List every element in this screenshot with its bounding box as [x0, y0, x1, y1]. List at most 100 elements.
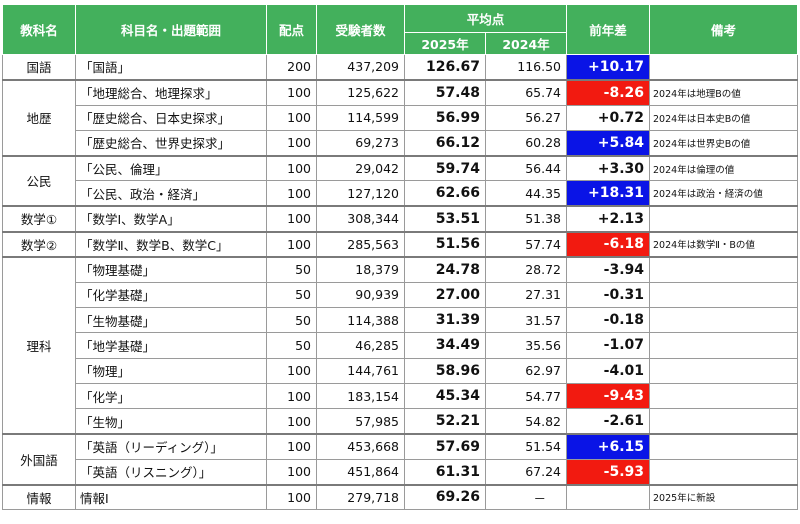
examinees-cell: 57,985	[316, 408, 405, 435]
subject-cell: 「地学基礎」	[75, 332, 267, 359]
average-2025-cell: 56.99	[404, 104, 486, 131]
points-cell: 100	[266, 408, 317, 435]
note-cell	[649, 357, 799, 384]
points-cell: 100	[266, 129, 317, 157]
diff-cell: -3.94	[566, 255, 651, 283]
average-2024-cell: －	[484, 483, 568, 511]
examinees-cell: 308,344	[316, 205, 405, 233]
subject-cell: 「生物基礎」	[75, 306, 267, 334]
examinees-cell: 18,379	[316, 255, 405, 283]
table-row: 「化学基礎」 50 90,939 27.00 27.31 -0.31	[3, 281, 799, 308]
note-cell	[649, 458, 799, 486]
examinees-cell: 29,042	[316, 154, 405, 182]
table-row: 「物理」 100 144,761 58.96 62.97 -4.01	[3, 357, 799, 384]
average-2024-cell: 62.97	[484, 357, 568, 384]
note-cell	[649, 255, 799, 283]
table-row: 「生物」 100 57,985 52.21 54.82 -2.61	[3, 408, 799, 435]
note-cell: 2024年は地理Bの値	[649, 78, 799, 106]
average-2025-cell: 27.00	[404, 281, 486, 308]
header-average: 平均点	[403, 4, 568, 33]
note-cell	[649, 306, 799, 334]
table-header: 教科名 科目名・出題範囲 配点 受験者数 平均点 前年差 備考 2025年 20…	[2, 4, 799, 55]
points-cell: 100	[266, 104, 317, 131]
subject-cell: 「化学」	[75, 382, 267, 410]
diff-cell: +6.15	[566, 432, 651, 460]
subject-cell: 「数学Ⅰ、数学A」	[75, 205, 267, 233]
examinees-cell: 127,120	[316, 180, 405, 207]
diff-cell: -5.93	[566, 458, 651, 486]
average-2025-cell: 66.12	[404, 129, 486, 157]
average-2025-cell: 62.66	[404, 180, 486, 207]
table-row: 「英語（リスニング）」 100 451,864 61.31 67.24 -5.93	[3, 458, 799, 486]
average-2024-cell: 56.44	[484, 154, 568, 182]
subject-cell: 「英語（リスニング）」	[75, 458, 267, 486]
category-cell: 情報	[2, 483, 76, 511]
score-table: 教科名 科目名・出題範囲 配点 受験者数 平均点 前年差 備考 2025年 20…	[2, 4, 799, 511]
table-row: 公民 「公民、倫理」 100 29,042 59.74 56.44 +3.30 2024年は倫…	[2, 154, 799, 207]
diff-cell: +18.31	[566, 180, 651, 207]
header-diff: 前年差	[566, 4, 651, 55]
table-row: 外国語 「英語（リーディング）」 100 453,668 57.69 51.54 +6.15	[2, 432, 799, 486]
average-2025-cell: 61.31	[404, 458, 486, 486]
examinees-cell: 46,285	[316, 332, 405, 359]
examinees-cell: 144,761	[316, 357, 405, 384]
category-cell: 国語	[2, 53, 76, 81]
points-cell: 100	[266, 205, 317, 233]
average-2025-cell: 31.39	[404, 306, 486, 334]
diff-cell: +10.17	[566, 53, 651, 81]
note-cell: 2025年に新設	[649, 483, 799, 511]
category-cell: 外国語	[2, 432, 76, 486]
diff-cell: -8.26	[566, 78, 651, 106]
average-2024-cell: 67.24	[484, 458, 568, 486]
note-cell: 2024年は日本史Bの値	[649, 104, 799, 131]
examinees-cell: 114,388	[316, 306, 405, 334]
average-2024-cell: 51.38	[484, 205, 568, 233]
table-row: 数学② 「数学Ⅱ、数学B、数学C」 100 285,563 51.56 57.74 -6.1…	[2, 230, 799, 258]
table-row: 理科 「物理基礎」 50 18,379 24.78 28.72 -3.94	[2, 255, 799, 435]
note-cell: 2024年は倫理の値	[649, 154, 799, 182]
subject-cell: 「物理」	[75, 357, 267, 384]
subject-cell: 「生物」	[75, 408, 267, 435]
category-cell: 地歴	[2, 78, 76, 157]
points-cell: 100	[266, 230, 317, 258]
table-row: 地歴 「地理総合、地理探求」 100 125,622 57.48 65.74 -8.26 20…	[2, 78, 799, 157]
average-2024-cell: 51.54	[484, 432, 568, 460]
examinees-cell: 437,209	[316, 53, 405, 81]
points-cell: 100	[266, 432, 317, 460]
average-2025-cell: 51.56	[404, 230, 486, 258]
table-row: 「生物基礎」 50 114,388 31.39 31.57 -0.18	[3, 306, 799, 334]
subject-cell: 「歴史総合、世界史探求」	[75, 129, 267, 157]
subject-cell: 「国語」	[75, 53, 267, 81]
note-cell	[649, 432, 799, 460]
average-2024-cell: 28.72	[484, 255, 568, 283]
table-row: 「歴史総合、日本史探求」 100 114,599 56.99 56.27 +0.72 202…	[3, 104, 799, 131]
average-2025-cell: 52.21	[404, 408, 486, 435]
average-2025-cell: 45.34	[404, 382, 486, 410]
points-cell: 100	[266, 483, 317, 511]
subject-cell: 「公民、政治・経済」	[75, 180, 267, 207]
average-2024-cell: 27.31	[484, 281, 568, 308]
examinees-cell: 453,668	[316, 432, 405, 460]
average-2025-cell: 69.26	[404, 483, 486, 511]
subject-cell: 情報Ⅰ	[75, 483, 267, 511]
average-2025-cell: 59.74	[404, 154, 486, 182]
header-note: 備考	[649, 4, 799, 55]
examinees-cell: 183,154	[316, 382, 405, 410]
diff-cell	[566, 483, 651, 511]
category-cell: 数学①	[2, 205, 76, 233]
average-2024-cell: 44.35	[484, 180, 568, 207]
points-cell: 100	[266, 154, 317, 182]
header-category: 教科名	[2, 4, 76, 55]
points-cell: 100	[266, 382, 317, 410]
note-cell	[649, 382, 799, 410]
average-2024-cell: 54.77	[484, 382, 568, 410]
table-row: 情報 情報Ⅰ 100 279,718 69.26 － 2025年に新設	[2, 483, 799, 511]
diff-cell: -2.61	[566, 408, 651, 435]
diff-cell: -0.31	[566, 281, 651, 308]
average-2025-cell: 58.96	[404, 357, 486, 384]
examinees-cell: 125,622	[316, 78, 405, 106]
average-2024-cell: 56.27	[484, 104, 568, 131]
points-cell: 50	[266, 255, 317, 283]
subject-cell: 「物理基礎」	[75, 255, 267, 283]
note-cell	[649, 53, 799, 81]
